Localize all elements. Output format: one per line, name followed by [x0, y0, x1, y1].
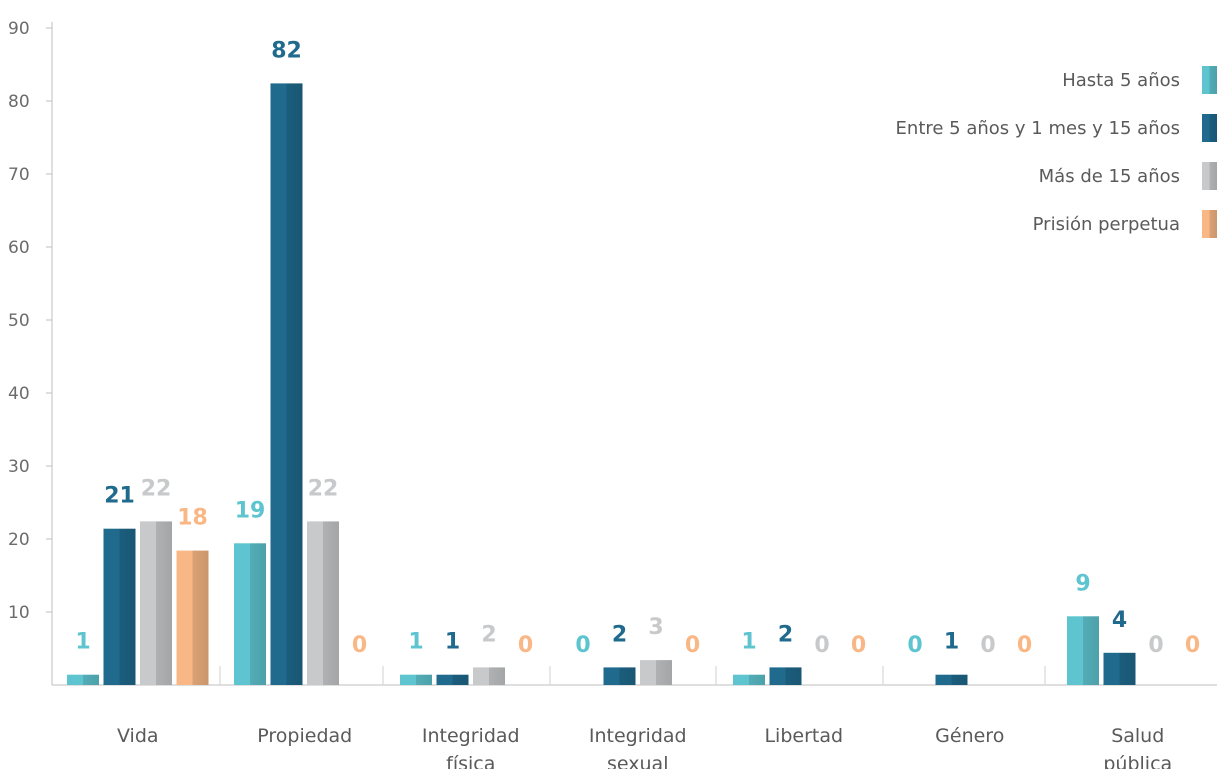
legend-swatch [1202, 162, 1217, 190]
y-tick-label: 80 [8, 92, 30, 112]
bar [436, 674, 469, 685]
data-label: 0 [352, 633, 367, 658]
data-label: 1 [445, 630, 460, 655]
category-label: Género [935, 725, 1004, 747]
data-label: 22 [308, 476, 339, 501]
category-label: Vida [117, 725, 159, 747]
bars [67, 83, 1136, 685]
data-label: 0 [851, 633, 866, 658]
data-label: 1 [75, 630, 90, 655]
bar [473, 667, 505, 685]
legend-swatch [1202, 66, 1217, 94]
y-tick-label: 20 [8, 530, 30, 550]
legend-label: Más de 15 años [1039, 166, 1180, 187]
category-label: Propiedad [257, 725, 352, 747]
y-tick-label: 30 [8, 457, 30, 477]
category-label: pública [1103, 753, 1172, 769]
legend-label: Prisión perpetua [1033, 214, 1180, 235]
bar [1067, 616, 1099, 685]
bar [103, 528, 136, 685]
bar [603, 667, 636, 685]
y-tick-label: 70 [8, 165, 30, 185]
data-label: 0 [980, 633, 995, 658]
bar [733, 674, 765, 685]
bar [140, 521, 172, 685]
data-label: 1 [944, 630, 959, 655]
data-label: 0 [518, 633, 533, 658]
legend-label: Hasta 5 años [1062, 70, 1180, 91]
bar [640, 660, 672, 685]
y-tick-label: 50 [8, 311, 30, 331]
data-label: 22 [141, 476, 172, 501]
bar [769, 667, 802, 685]
category-label: Salud [1111, 725, 1164, 747]
bar [67, 674, 99, 685]
data-label: 82 [271, 38, 302, 63]
bar [307, 521, 339, 685]
legend-swatch [1202, 210, 1217, 238]
data-label: 19 [235, 498, 266, 523]
y-tick-label: 10 [8, 603, 30, 623]
data-label: 9 [1075, 571, 1090, 596]
data-label: 2 [778, 622, 793, 647]
data-label: 0 [1148, 633, 1163, 658]
bar [234, 543, 266, 685]
data-label: 2 [481, 622, 496, 647]
data-label: 21 [104, 484, 135, 509]
bar [1103, 652, 1136, 685]
y-tick-label: 40 [8, 384, 30, 404]
data-label: 0 [685, 633, 700, 658]
data-label: 0 [907, 633, 922, 658]
data-label: 3 [648, 615, 663, 640]
data-label: 0 [575, 633, 590, 658]
y-tick-label: 60 [8, 238, 30, 258]
category-label: física [446, 753, 495, 769]
category-label: Integridad [422, 725, 520, 747]
legend-label: Entre 5 años y 1 mes y 15 años [896, 118, 1180, 139]
category-label: Integridad [589, 725, 687, 747]
data-label: 0 [1017, 633, 1032, 658]
bar [400, 674, 432, 685]
legend: Hasta 5 años Entre 5 años y 1 mes y 15 añ… [896, 66, 1217, 238]
bar [935, 674, 968, 685]
data-label: 4 [1112, 608, 1127, 633]
y-tick-label: 90 [8, 19, 30, 39]
bar [270, 83, 303, 685]
data-label: 18 [177, 506, 208, 531]
data-label: 2 [612, 622, 627, 647]
data-label: 0 [1185, 633, 1200, 658]
category-label: Libertad [764, 725, 843, 747]
category-label: sexual [607, 753, 668, 769]
data-label: 1 [741, 630, 756, 655]
data-label: 1 [408, 630, 423, 655]
data-label: 0 [814, 633, 829, 658]
bar [176, 550, 209, 685]
legend-swatch [1202, 114, 1217, 142]
